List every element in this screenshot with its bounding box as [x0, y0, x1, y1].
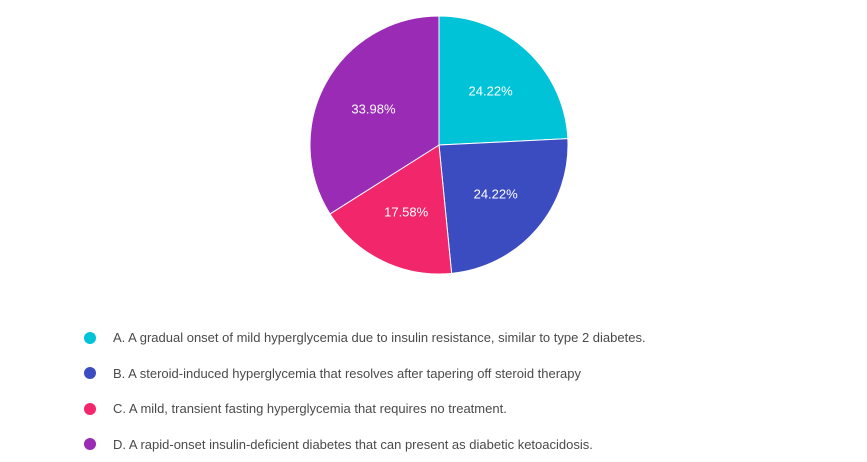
legend-marker-a: [84, 331, 96, 344]
pie-slice-a[interactable]: [438, 15, 569, 146]
slice-label-a: 24.22%: [469, 83, 514, 98]
chart-legend: A. A gradual onset of mild hyperglycemia…: [84, 320, 646, 462]
pie-slice-c[interactable]: [329, 144, 453, 275]
pie-slice-d[interactable]: [309, 15, 440, 215]
legend-item-b[interactable]: B. A steroid-induced hyperglycemia that …: [84, 356, 646, 392]
legend-item-c[interactable]: C. A mild, transient fasting hyperglycem…: [84, 391, 646, 427]
legend-item-a[interactable]: A. A gradual onset of mild hyperglycemia…: [84, 320, 646, 356]
legend-marker-c: [84, 402, 96, 415]
legend-label-d: D. A rapid-onset insulin-deficient diabe…: [113, 436, 593, 452]
pie-chart: 24.22% 24.22% 17.58% 33.98%: [309, 15, 569, 275]
slice-label-c: 17.58%: [384, 205, 429, 220]
legend-label-a: A. A gradual onset of mild hyperglycemia…: [113, 330, 646, 346]
legend-marker-b: [84, 367, 96, 380]
legend-marker-d: [84, 438, 96, 451]
legend-label-b: B. A steroid-induced hyperglycemia that …: [113, 365, 582, 381]
slice-label-b: 24.22%: [474, 186, 519, 201]
pie-slice-b[interactable]: [438, 138, 569, 274]
slice-label-d: 33.98%: [351, 101, 396, 116]
legend-label-c: C. A mild, transient fasting hyperglycem…: [113, 401, 507, 417]
legend-item-d[interactable]: D. A rapid-onset insulin-deficient diabe…: [84, 427, 646, 462]
